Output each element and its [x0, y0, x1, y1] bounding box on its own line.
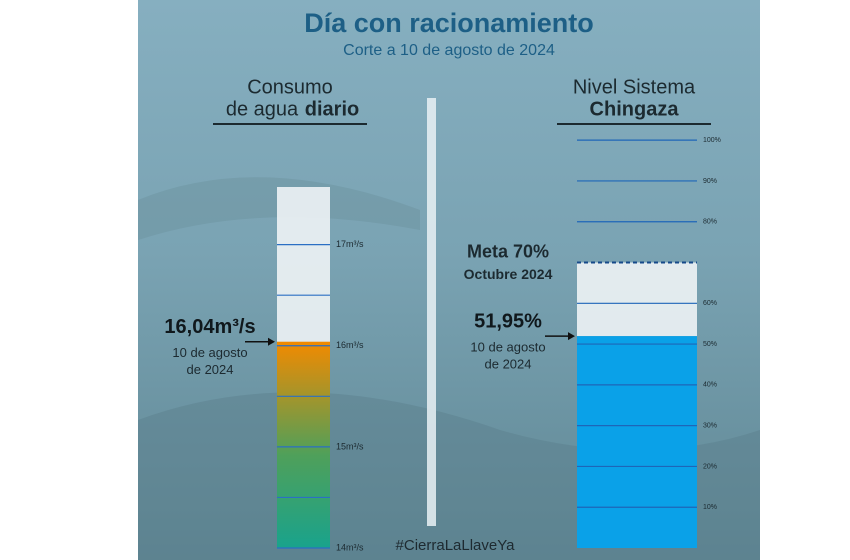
- subtitle: Corte a 10 de agosto de 2024: [343, 42, 555, 59]
- tick-label: 80%: [703, 219, 717, 226]
- value-note: de 2024: [187, 362, 234, 377]
- tick-label: 15m³/s: [336, 441, 364, 451]
- tick-label: 40%: [703, 382, 717, 389]
- title: Día con racionamiento: [304, 8, 594, 38]
- chart-heading: Nivel Sistema: [573, 76, 696, 98]
- gauge-fill: [277, 341, 330, 548]
- tick-label: 50%: [703, 341, 717, 348]
- tick-label: 60%: [703, 300, 717, 307]
- gauge-fill: [577, 336, 697, 548]
- target-note: Octubre 2024: [464, 266, 553, 282]
- chart-heading: Consumo: [247, 76, 333, 98]
- value-note: de 2024: [485, 357, 532, 372]
- value-note: 10 de agosto: [172, 345, 247, 360]
- target-label: Meta 70%: [467, 241, 549, 261]
- target-zone: [577, 262, 697, 337]
- chart-heading-bold: Chingaza: [590, 98, 680, 120]
- tick-label: 17m³/s: [336, 239, 364, 249]
- tick-label: 10%: [703, 504, 717, 511]
- value-label: 16,04m³/s: [164, 316, 255, 338]
- tick-label: 100%: [703, 137, 721, 144]
- chart-heading: de agua: [226, 98, 299, 120]
- value-arrowhead: [568, 332, 575, 341]
- tick-label: 20%: [703, 463, 717, 470]
- chart-heading-bold: diario: [305, 98, 359, 120]
- tick-label: 30%: [703, 422, 717, 429]
- tick-label: 14m³/s: [336, 542, 364, 552]
- tick-label: 16m³/s: [336, 340, 364, 350]
- value-label: 51,95%: [474, 310, 542, 332]
- tick-label: 90%: [703, 178, 717, 185]
- value-note: 10 de agosto: [470, 340, 545, 355]
- hashtag: #CierraLaLlaveYa: [396, 537, 516, 554]
- divider: [427, 98, 436, 526]
- value-arrowhead: [268, 337, 275, 346]
